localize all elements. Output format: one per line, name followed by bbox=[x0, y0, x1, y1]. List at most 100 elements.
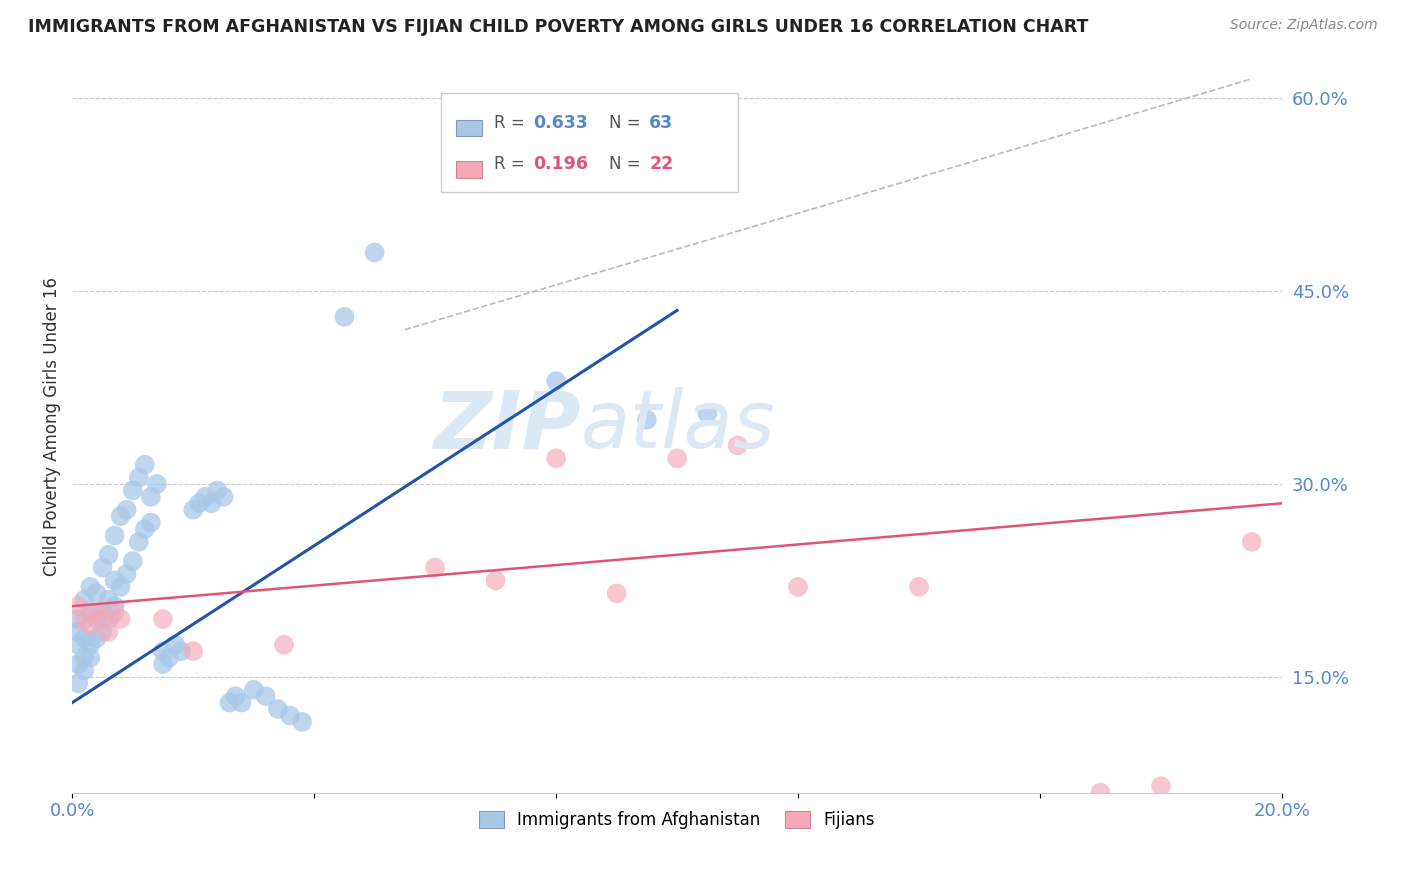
Point bbox=[97, 592, 120, 607]
Point bbox=[134, 522, 156, 536]
Text: Source: ZipAtlas.com: Source: ZipAtlas.com bbox=[1230, 18, 1378, 32]
Point bbox=[291, 714, 314, 729]
Text: atlas: atlas bbox=[581, 387, 775, 465]
Point bbox=[110, 612, 132, 626]
Point bbox=[103, 606, 125, 620]
Point bbox=[86, 586, 108, 600]
Point bbox=[666, 451, 689, 466]
Point bbox=[121, 483, 143, 498]
Point bbox=[115, 502, 138, 516]
Point bbox=[73, 612, 96, 626]
Text: 63: 63 bbox=[650, 114, 673, 132]
Point bbox=[73, 650, 96, 665]
Point bbox=[152, 612, 174, 626]
Point bbox=[86, 632, 108, 646]
Point bbox=[273, 638, 295, 652]
Point bbox=[91, 624, 114, 639]
Point bbox=[139, 490, 162, 504]
Point bbox=[170, 644, 193, 658]
Point bbox=[103, 574, 125, 588]
Point bbox=[103, 599, 125, 614]
Point bbox=[1150, 779, 1173, 793]
Point bbox=[696, 406, 718, 420]
Point bbox=[121, 554, 143, 568]
Point bbox=[908, 580, 931, 594]
Point bbox=[110, 509, 132, 524]
Text: R =: R = bbox=[495, 155, 530, 173]
Point bbox=[787, 580, 810, 594]
Point bbox=[134, 458, 156, 472]
Point bbox=[454, 169, 477, 183]
Point bbox=[606, 586, 628, 600]
Point bbox=[115, 567, 138, 582]
Point bbox=[157, 650, 180, 665]
Point bbox=[146, 477, 169, 491]
Point bbox=[333, 310, 356, 324]
Point bbox=[485, 574, 508, 588]
Point bbox=[254, 689, 277, 703]
Point bbox=[546, 374, 568, 388]
Text: 0.196: 0.196 bbox=[533, 155, 588, 173]
Point bbox=[73, 664, 96, 678]
Point bbox=[188, 496, 211, 510]
Point bbox=[200, 496, 222, 510]
Point bbox=[103, 528, 125, 542]
Point bbox=[181, 644, 204, 658]
Y-axis label: Child Poverty Among Girls Under 16: Child Poverty Among Girls Under 16 bbox=[44, 277, 60, 575]
Point bbox=[86, 606, 108, 620]
Point bbox=[212, 490, 235, 504]
Text: N =: N = bbox=[609, 155, 647, 173]
Point bbox=[79, 650, 101, 665]
Point bbox=[636, 413, 658, 427]
FancyBboxPatch shape bbox=[441, 93, 738, 192]
Point bbox=[73, 592, 96, 607]
Point bbox=[546, 451, 568, 466]
Point bbox=[91, 606, 114, 620]
Point bbox=[67, 657, 90, 671]
Point bbox=[363, 245, 385, 260]
Point bbox=[97, 624, 120, 639]
Point bbox=[139, 516, 162, 530]
Point bbox=[152, 657, 174, 671]
Point bbox=[79, 638, 101, 652]
Point bbox=[267, 702, 290, 716]
Point bbox=[79, 606, 101, 620]
FancyBboxPatch shape bbox=[456, 161, 482, 178]
Point bbox=[67, 676, 90, 690]
Point bbox=[152, 644, 174, 658]
Point bbox=[231, 696, 253, 710]
Point bbox=[242, 682, 264, 697]
Legend: Immigrants from Afghanistan, Fijians: Immigrants from Afghanistan, Fijians bbox=[472, 804, 882, 836]
Text: 0.633: 0.633 bbox=[533, 114, 588, 132]
Point bbox=[727, 438, 749, 452]
Point bbox=[207, 483, 229, 498]
Text: R =: R = bbox=[495, 114, 530, 132]
Point bbox=[128, 470, 150, 484]
Point bbox=[194, 490, 217, 504]
Point bbox=[97, 612, 120, 626]
Point bbox=[110, 580, 132, 594]
Point bbox=[181, 502, 204, 516]
Point bbox=[1240, 534, 1263, 549]
Point bbox=[128, 534, 150, 549]
Text: 22: 22 bbox=[650, 155, 673, 173]
Text: N =: N = bbox=[609, 114, 647, 132]
Point bbox=[218, 696, 240, 710]
Point bbox=[225, 689, 247, 703]
Point bbox=[91, 612, 114, 626]
Point bbox=[73, 632, 96, 646]
Point bbox=[67, 638, 90, 652]
Point bbox=[91, 560, 114, 574]
FancyBboxPatch shape bbox=[456, 120, 482, 136]
Text: ZIP: ZIP bbox=[433, 387, 581, 465]
Point bbox=[67, 612, 90, 626]
Point bbox=[79, 580, 101, 594]
Point bbox=[1090, 786, 1112, 800]
Point bbox=[165, 638, 187, 652]
Text: IMMIGRANTS FROM AFGHANISTAN VS FIJIAN CHILD POVERTY AMONG GIRLS UNDER 16 CORRELA: IMMIGRANTS FROM AFGHANISTAN VS FIJIAN CH… bbox=[28, 18, 1088, 36]
Point bbox=[423, 560, 446, 574]
Point bbox=[79, 618, 101, 632]
Point bbox=[86, 612, 108, 626]
Point bbox=[67, 624, 90, 639]
Point bbox=[278, 708, 301, 723]
